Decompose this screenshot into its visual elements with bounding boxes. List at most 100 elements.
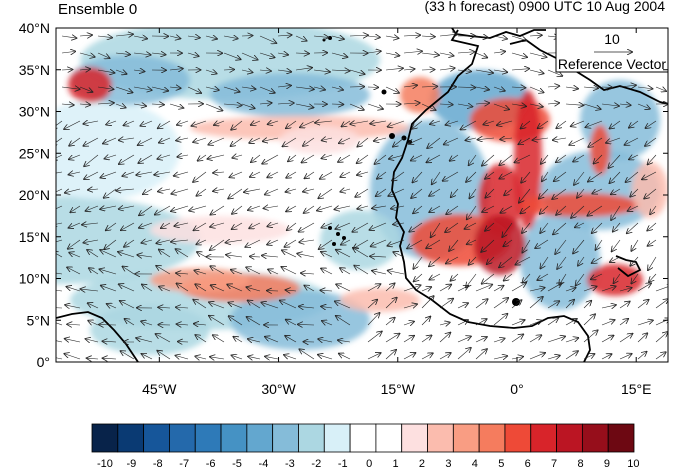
wind-arrow (121, 351, 135, 360)
colorbar-swatch (349, 423, 377, 453)
anomaly-region (56, 196, 200, 284)
wind-arrow (81, 289, 99, 291)
wind-arrow (56, 357, 63, 360)
wind-arrow (103, 358, 117, 359)
wind-arrow (619, 319, 628, 326)
wind-arrow (141, 240, 153, 243)
wind-arrow (529, 52, 546, 57)
wind-arrow (133, 87, 152, 90)
wind-arrow (331, 87, 343, 90)
wind-arrow (475, 36, 488, 38)
wind-arrow (519, 188, 531, 203)
wind-arrow (210, 266, 225, 275)
wind-arrow (637, 283, 651, 292)
colorbar-label: -10 (97, 458, 113, 470)
wind-arrow (587, 205, 603, 216)
wind-arrow (67, 287, 81, 292)
mediterranean-coastline (509, 39, 668, 105)
wind-arrow (627, 222, 639, 233)
wind-arrow (421, 353, 433, 360)
colorbar-label: 10 (627, 458, 639, 470)
colorbar-label: -1 (338, 458, 348, 470)
lat-label: 25°N (19, 145, 50, 161)
wind-arrow (601, 305, 616, 308)
wind-arrow (340, 268, 351, 275)
wind-arrow (142, 354, 153, 360)
wind-arrow (322, 321, 333, 325)
wind-arrow (267, 171, 279, 177)
wind-arrow (385, 334, 399, 343)
wind-arrow (583, 287, 597, 292)
wind-arrow (429, 273, 441, 280)
wind-arrow (195, 356, 207, 359)
wind-arrow (511, 334, 523, 343)
wind-arrow (540, 256, 549, 268)
wind-arrow (68, 239, 81, 249)
wind-arrow (503, 239, 513, 246)
wind-arrow (89, 268, 99, 275)
wind-arrow (262, 255, 279, 257)
wind-arrow (228, 303, 243, 309)
wind-arrow (320, 290, 333, 291)
wind-arrow (232, 355, 243, 359)
wind-arrow (267, 239, 279, 245)
wind-arrow (69, 172, 81, 175)
wind-arrow (299, 306, 315, 308)
wind-arrow (154, 172, 171, 175)
wind-arrow (79, 35, 92, 36)
wind-arrow (547, 103, 559, 104)
colorbar-swatch (246, 423, 274, 453)
wind-arrow (547, 301, 559, 309)
wind-arrow (529, 104, 543, 107)
wind-arrow (403, 69, 414, 70)
wind-arrow (388, 188, 405, 196)
wind-arrow (226, 255, 243, 257)
wind-arrow (421, 296, 434, 309)
wind-arrow (210, 223, 225, 227)
wind-arrow (288, 154, 297, 161)
wind-arrow (475, 87, 489, 90)
wind-arrow (487, 256, 495, 264)
wind-arrow (392, 171, 405, 181)
wind-arrow (557, 256, 567, 269)
wind-arrow (411, 154, 423, 160)
wind-arrow (267, 223, 279, 226)
wind-arrow (295, 35, 307, 41)
wind-arrow (413, 256, 423, 269)
wind-arrow (601, 320, 615, 326)
wind-arrow (412, 120, 423, 129)
wind-arrow (205, 103, 222, 111)
wind-arrow (403, 85, 417, 87)
wind-arrow (84, 171, 99, 179)
wind-arrow (370, 256, 387, 257)
wind-arrow (246, 267, 261, 275)
wind-arrow (336, 284, 351, 292)
title-ensemble: Ensemble 0 (58, 1, 138, 18)
wind-arrow (655, 299, 668, 309)
wind-arrow (69, 137, 81, 146)
wind-arrow (482, 205, 495, 212)
wind-arrow (56, 340, 63, 343)
wind-arrow (195, 335, 207, 343)
wind-arrow (367, 51, 381, 53)
wind-arrow (439, 353, 451, 360)
wind-arrow (151, 104, 164, 105)
wind-arrow (573, 239, 585, 253)
wind-arrow (115, 34, 133, 36)
wind-arrow (619, 302, 630, 309)
wind-arrow (421, 36, 435, 37)
wind-arrow (97, 87, 113, 89)
wind-arrow (284, 355, 297, 359)
wind-arrow (520, 205, 531, 213)
wind-arrow (412, 171, 423, 182)
wind-arrow (414, 273, 423, 281)
wind-arrow (637, 103, 650, 109)
wind-arrow (385, 68, 403, 70)
wind-arrow (115, 104, 126, 108)
wind-arrow (187, 53, 199, 56)
wind-arrow (350, 121, 369, 124)
wind-arrow (61, 36, 76, 38)
lon-label: 0° (510, 381, 523, 397)
wind-arrow (259, 103, 272, 104)
wind-arrow (86, 339, 99, 342)
